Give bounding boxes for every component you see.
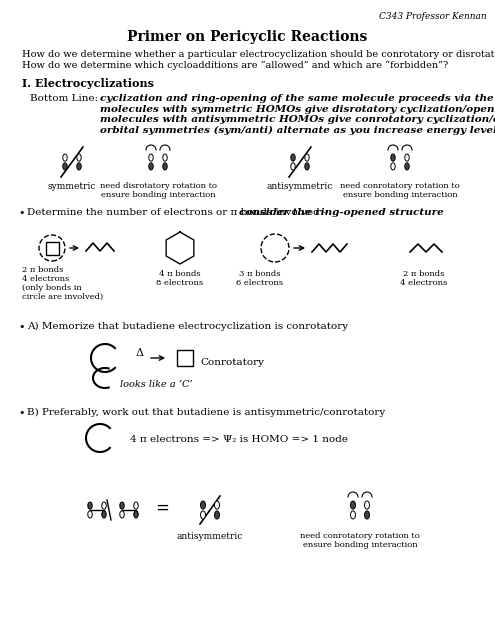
Text: (only bonds in: (only bonds in — [22, 284, 82, 292]
Text: A) Memorize that butadiene electrocyclization is conrotatory: A) Memorize that butadiene electrocycliz… — [27, 322, 348, 331]
Text: need conrotatory rotation to: need conrotatory rotation to — [340, 182, 460, 190]
Ellipse shape — [102, 502, 106, 509]
Text: I. Electrocyclizations: I. Electrocyclizations — [22, 78, 154, 89]
Text: antisymmetric: antisymmetric — [177, 532, 243, 541]
Text: ensure bonding interaction: ensure bonding interaction — [100, 191, 215, 199]
Text: Conrotatory: Conrotatory — [200, 358, 264, 367]
Text: looks like a ‘C’: looks like a ‘C’ — [120, 380, 193, 389]
Text: molecules with symmetric HOMOs give disrotatory cyclization/opening: molecules with symmetric HOMOs give disr… — [100, 104, 495, 113]
Ellipse shape — [364, 511, 369, 519]
Ellipse shape — [88, 502, 92, 509]
Ellipse shape — [77, 154, 81, 161]
Text: need disrotatory rotation to: need disrotatory rotation to — [99, 182, 216, 190]
Text: •: • — [18, 408, 24, 418]
Text: circle are involved): circle are involved) — [22, 293, 103, 301]
Text: consider the ring-opened structure: consider the ring-opened structure — [239, 208, 444, 217]
Ellipse shape — [305, 163, 309, 170]
Ellipse shape — [200, 501, 205, 509]
Ellipse shape — [391, 154, 395, 161]
Ellipse shape — [405, 154, 409, 161]
Text: symmetric: symmetric — [48, 182, 96, 191]
Bar — [46, 241, 58, 255]
Text: ensure bonding interaction: ensure bonding interaction — [302, 541, 417, 549]
Ellipse shape — [120, 502, 124, 509]
Text: need conrotatory rotation to: need conrotatory rotation to — [300, 532, 420, 540]
Ellipse shape — [405, 163, 409, 170]
Ellipse shape — [102, 511, 106, 518]
Text: B) Preferably, work out that butadiene is antisymmetric/conrotatory: B) Preferably, work out that butadiene i… — [27, 408, 385, 417]
Text: =: = — [155, 499, 169, 517]
Ellipse shape — [63, 163, 67, 170]
Ellipse shape — [88, 511, 92, 518]
Ellipse shape — [163, 163, 167, 170]
Ellipse shape — [200, 511, 205, 519]
Text: •: • — [18, 208, 24, 218]
Ellipse shape — [291, 163, 295, 170]
Text: How do we determine which cycloadditions are “allowed” and which are “forbidden”: How do we determine which cycloadditions… — [22, 61, 448, 70]
Text: Δ: Δ — [136, 348, 144, 358]
Text: 4 π bonds: 4 π bonds — [159, 270, 201, 278]
Text: 8 electrons: 8 electrons — [156, 279, 203, 287]
Text: 3 π bonds: 3 π bonds — [239, 270, 281, 278]
Ellipse shape — [350, 501, 355, 509]
Text: Determine the number of electrons or π bonds involved –: Determine the number of electrons or π b… — [27, 208, 332, 217]
Ellipse shape — [291, 154, 295, 161]
Bar — [177, 350, 193, 366]
Text: orbital symmetries (sym/anti) alternate as you increase energy level: orbital symmetries (sym/anti) alternate … — [100, 125, 495, 134]
Text: •: • — [18, 322, 24, 332]
Ellipse shape — [120, 511, 124, 518]
Ellipse shape — [214, 511, 219, 519]
Text: molecules with antisymmetric HOMOs give conrotatory cyclization/opening: molecules with antisymmetric HOMOs give … — [100, 115, 495, 124]
Ellipse shape — [149, 163, 153, 170]
Text: 2 π bonds: 2 π bonds — [22, 266, 63, 274]
Text: How do we determine whether a particular electrocyclization should be conrotator: How do we determine whether a particular… — [22, 50, 495, 59]
Ellipse shape — [163, 154, 167, 161]
Ellipse shape — [63, 154, 67, 161]
Text: 2 π bonds: 2 π bonds — [403, 270, 445, 278]
Text: Primer on Pericyclic Reactions: Primer on Pericyclic Reactions — [127, 30, 367, 44]
Ellipse shape — [391, 163, 395, 170]
Ellipse shape — [134, 502, 138, 509]
Text: 6 electrons: 6 electrons — [237, 279, 284, 287]
Text: Bottom Line:: Bottom Line: — [30, 94, 98, 103]
Ellipse shape — [364, 501, 369, 509]
Ellipse shape — [350, 511, 355, 519]
Ellipse shape — [77, 163, 81, 170]
Ellipse shape — [305, 154, 309, 161]
Text: 4 π electrons => Ψ₂ is HOMO => 1 node: 4 π electrons => Ψ₂ is HOMO => 1 node — [130, 435, 348, 444]
Text: ensure bonding interaction: ensure bonding interaction — [343, 191, 457, 199]
Text: antisymmetric: antisymmetric — [267, 182, 333, 191]
Text: C343 Professor Kennan: C343 Professor Kennan — [379, 12, 487, 21]
Ellipse shape — [214, 501, 219, 509]
Text: 4 electrons: 4 electrons — [22, 275, 69, 283]
Ellipse shape — [149, 154, 153, 161]
Text: 4 electrons: 4 electrons — [400, 279, 447, 287]
Ellipse shape — [134, 511, 138, 518]
Text: cyclization and ring-opening of the same molecule proceeds via the same rotation: cyclization and ring-opening of the same… — [100, 94, 495, 103]
